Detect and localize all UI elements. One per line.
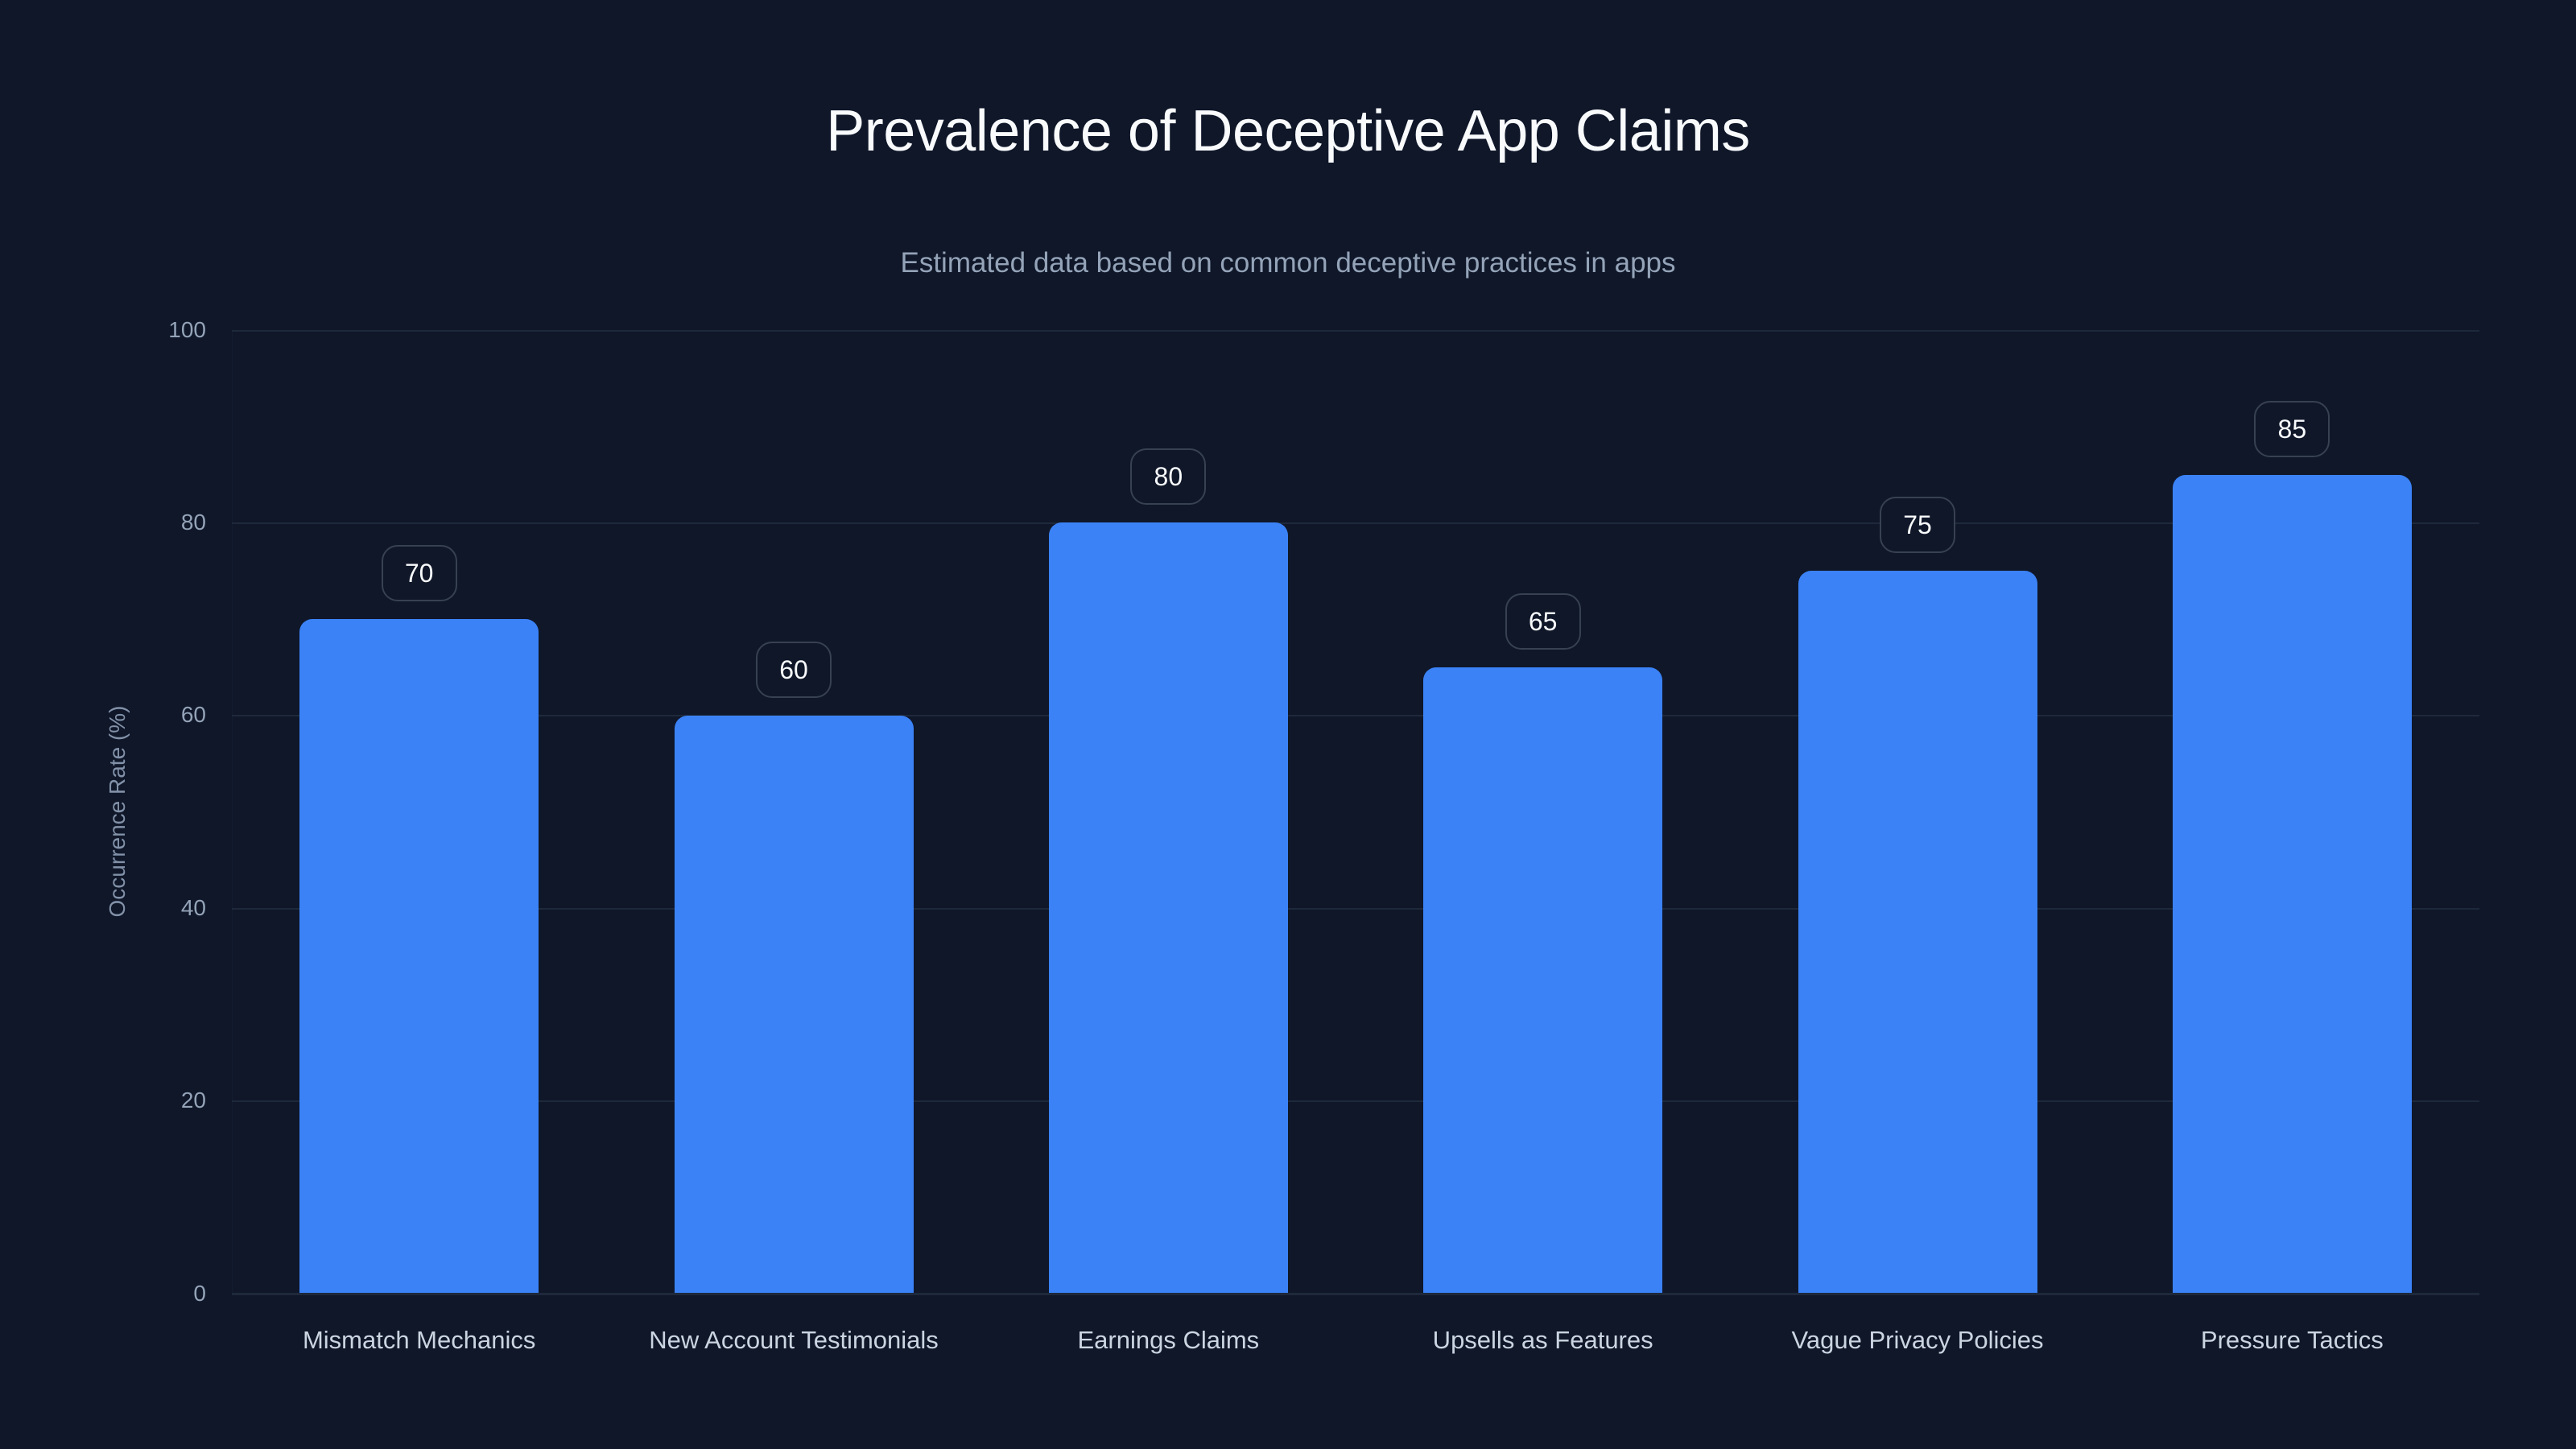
x-tick-label: Pressure Tactics: [2200, 1326, 2384, 1354]
gridline-60: [232, 715, 2479, 716]
value-label: 85: [2254, 400, 2330, 457]
y-tick-100: 100: [168, 317, 206, 342]
bar-new-account-testimonials[interactable]: [674, 715, 914, 1294]
value-label: 80: [1130, 448, 1207, 506]
x-tick-label: Mismatch Mechanics: [302, 1326, 536, 1354]
x-tick-label: Vague Privacy Policies: [1791, 1326, 2044, 1354]
gridline-100: [232, 330, 2479, 332]
x-tick-label: New Account Testimonials: [649, 1326, 939, 1354]
y-tick-20: 20: [180, 1088, 206, 1113]
bar-pressure-tactics[interactable]: [2172, 474, 2412, 1294]
value-label: 75: [1880, 497, 1955, 554]
value-label: 60: [756, 641, 832, 698]
y-axis-line: [232, 330, 233, 1294]
bar-mismatch-mechanics[interactable]: [299, 619, 539, 1294]
gridline-20: [232, 1100, 2479, 1102]
gridline-80: [232, 522, 2479, 524]
chart-subtitle: Estimated data based on common deceptive…: [900, 247, 1676, 279]
y-tick-60: 60: [180, 702, 206, 727]
y-axis-title: Occurrence Rate (%): [105, 705, 130, 918]
x-tick-label: Upsells as Features: [1432, 1326, 1653, 1354]
chart-title: Prevalence of Deceptive App Claims: [826, 99, 1750, 163]
value-label: 65: [1505, 592, 1581, 650]
bar-earnings-claims[interactable]: [1048, 522, 1288, 1294]
y-tick-0: 0: [193, 1281, 206, 1306]
plot-area: 100 80 60 40 20 0 70 60 80 65 75 85 Mism…: [168, 317, 2479, 1354]
value-label: 70: [381, 545, 457, 602]
y-tick-40: 40: [180, 895, 206, 920]
x-axis-baseline: [232, 1293, 2479, 1295]
bar-vague-privacy-policies[interactable]: [1798, 571, 2037, 1294]
gridline-40: [232, 908, 2479, 910]
y-tick-80: 80: [180, 510, 206, 535]
bar-upsells-as-features[interactable]: [1423, 667, 1663, 1294]
x-tick-label: Earnings Claims: [1077, 1326, 1260, 1354]
